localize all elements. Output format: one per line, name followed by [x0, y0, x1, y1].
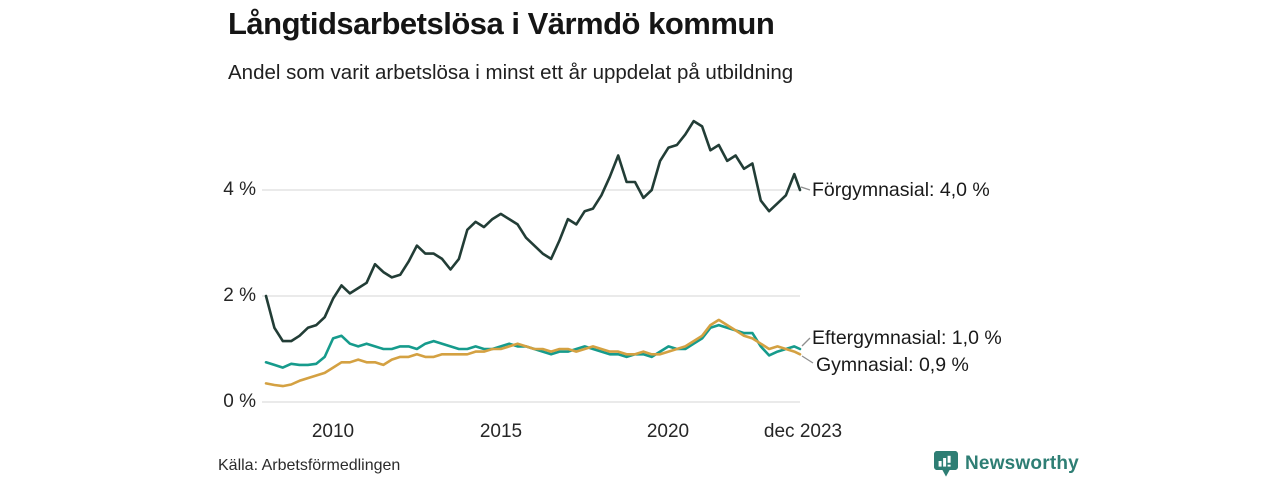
newsworthy-logo: Newsworthy — [934, 451, 1079, 477]
y-axis-tick-2pct: 2 % — [223, 285, 256, 306]
x-axis-tick-2015: 2015 — [479, 421, 523, 442]
series-label-gymnasial: Gymnasial: 0,9 % — [816, 354, 969, 376]
x-axis-tick-2020: 2020 — [646, 421, 690, 442]
y-axis-tick-0pct: 0 % — [223, 391, 256, 412]
series-label-forgymnasial: Förgymnasial: 4,0 % — [812, 179, 990, 201]
y-axis-tick-4pct: 4 % — [223, 179, 256, 200]
source-note: Källa: Arbetsförmedlingen — [218, 457, 401, 474]
chart-subtitle: Andel som varit arbetslösa i minst ett å… — [228, 61, 794, 84]
page-title: Långtidsarbetslösa i Värmdö kommun — [228, 6, 775, 41]
x-axis-tick-2010: 2010 — [311, 421, 355, 442]
x-axis-tick-dec2023: dec 2023 — [763, 421, 843, 442]
series-label-eftergymnasial: Eftergymnasial: 1,0 % — [812, 327, 1002, 349]
newsworthy-wordmark: Newsworthy — [965, 453, 1079, 474]
newsworthy-bubble-barchart-icon — [934, 451, 958, 477]
